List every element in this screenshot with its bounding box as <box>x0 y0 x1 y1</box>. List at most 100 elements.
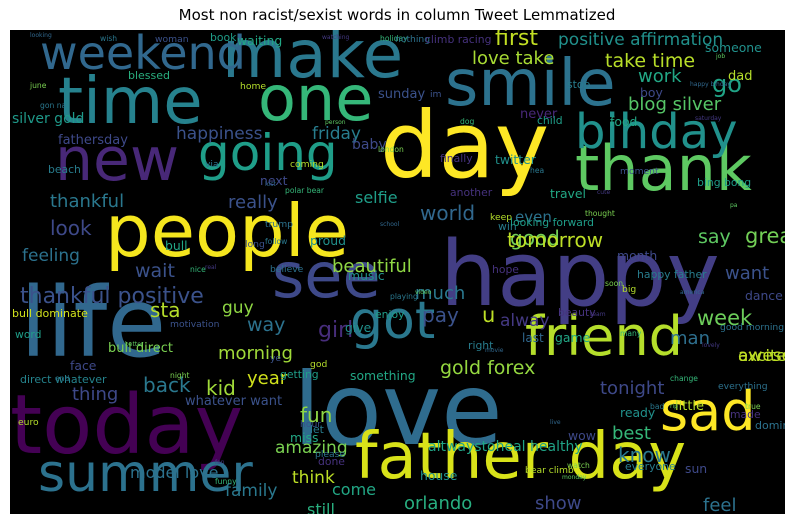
word-71: still <box>307 500 335 515</box>
word-small-44: month <box>617 248 658 263</box>
word-78: bull dominate <box>12 307 88 320</box>
word-1: happy <box>440 222 720 327</box>
word-small-46: follow <box>265 237 288 246</box>
word-88: even <box>515 208 552 226</box>
word-87: fathersday <box>58 133 128 148</box>
word-4: people <box>105 189 350 273</box>
word-small-42: keep <box>490 212 513 223</box>
word-small-84: ready <box>620 405 656 420</box>
word-77: bull direct <box>108 341 174 356</box>
word-small-36: polar bear <box>285 186 325 195</box>
word-16: bihday <box>575 104 738 160</box>
word-small-55: video <box>415 289 432 296</box>
word-small-15: happy bihday <box>690 81 731 88</box>
word-small-14: boy <box>640 85 663 100</box>
word-41: look <box>50 216 92 240</box>
word-small-16: gon na <box>40 101 67 110</box>
word-small-24: twitter <box>495 152 536 167</box>
word-11: thank <box>575 132 752 205</box>
word-small-49: bull <box>165 238 188 253</box>
word-small-73: right <box>468 339 494 352</box>
word-small-70: better <box>125 341 144 348</box>
word-small-58: happy father <box>637 268 707 281</box>
word-small-43: win <box>498 220 517 233</box>
word-60: tonight <box>600 378 665 399</box>
word-small-35: cute <box>597 189 611 196</box>
word-small-85: rip <box>670 403 678 410</box>
word-small-92: hour <box>300 419 322 430</box>
word-80: whatever want <box>185 394 283 409</box>
word-small-53: hope <box>492 263 519 276</box>
word-small-71: night <box>170 371 190 380</box>
word-34: say <box>698 226 731 248</box>
word-small-39: proud <box>310 233 346 248</box>
word-72: orlando <box>404 493 473 514</box>
word-46: sta <box>150 298 181 322</box>
word-22: positive affirmation <box>558 30 724 50</box>
word-small-80: lovely <box>702 342 720 349</box>
word-31: world <box>420 201 476 225</box>
word-small-83: made <box>730 408 761 421</box>
word-21: thankful positive <box>20 284 204 309</box>
word-56: kid <box>206 376 236 400</box>
word-small-81: change <box>670 374 698 383</box>
word-small-67: good morning <box>720 322 785 333</box>
word-14: friend <box>525 305 683 368</box>
word-67: think <box>292 468 335 488</box>
word-small-79: something <box>350 368 416 383</box>
word-small-9: someone <box>705 40 762 55</box>
word-small-22: via <box>205 159 219 170</box>
word-small-66: many <box>620 329 642 338</box>
word-small-47: long <box>245 239 265 250</box>
word-43: wait <box>135 260 175 282</box>
word-small-29: next <box>260 173 288 188</box>
word-32: good <box>510 226 560 250</box>
word-8: one <box>258 62 374 135</box>
word-54: morning <box>218 343 293 364</box>
word-small-1: wish <box>100 34 118 43</box>
chart-title: Most non racist/sexist words in column T… <box>178 6 616 24</box>
word-small-10: job <box>716 53 726 60</box>
word-small-18: child <box>537 114 563 127</box>
word-small-4: waiting <box>237 33 283 48</box>
word-74: model love <box>130 463 219 482</box>
word-small-13: stop <box>567 78 591 91</box>
word-small-38: another <box>450 186 493 199</box>
word-9: smile <box>445 47 616 121</box>
word-small-40: pa <box>730 202 738 209</box>
word-cloud-canvas: love happy day life people today father day tim… <box>10 30 785 514</box>
word-small-27: coming <box>290 159 324 170</box>
word-44: beautiful <box>332 256 412 277</box>
word-38: thankful <box>50 191 125 212</box>
word-47: guy <box>222 298 254 318</box>
word-84: baby <box>352 137 387 153</box>
word-50: u <box>482 303 496 327</box>
word-small-75: movie <box>485 347 504 354</box>
word-small-2: woman <box>155 34 189 45</box>
word-53: way <box>247 314 286 336</box>
word-small-90: live <box>550 419 561 426</box>
word-small-94: miss <box>290 430 319 445</box>
word-62: awesome <box>738 346 785 366</box>
word-small-25: person <box>325 119 346 126</box>
word-61: excited <box>738 346 785 365</box>
word-65: best <box>612 423 651 444</box>
word-15: summer <box>38 444 253 504</box>
word-90: little <box>675 399 705 414</box>
word-small-62: motivation <box>170 319 220 330</box>
word-51: alway <box>500 311 550 331</box>
word-small-99: house <box>420 468 458 483</box>
word-small-30: lost <box>265 181 276 188</box>
word-small-69: give <box>345 320 372 335</box>
word-13: see <box>272 239 381 312</box>
word-small-88: let <box>310 423 324 436</box>
word-49: pay <box>422 303 459 327</box>
word-small-7: nothing <box>395 34 431 45</box>
word-small-41: thought <box>585 209 615 218</box>
word-58: thing <box>72 384 119 405</box>
word-small-52: believe <box>270 264 304 275</box>
word-5: today <box>10 378 244 473</box>
word-small-68: beauty <box>558 306 596 319</box>
word-small-17: im <box>430 89 442 100</box>
word-7: time <box>58 65 203 139</box>
